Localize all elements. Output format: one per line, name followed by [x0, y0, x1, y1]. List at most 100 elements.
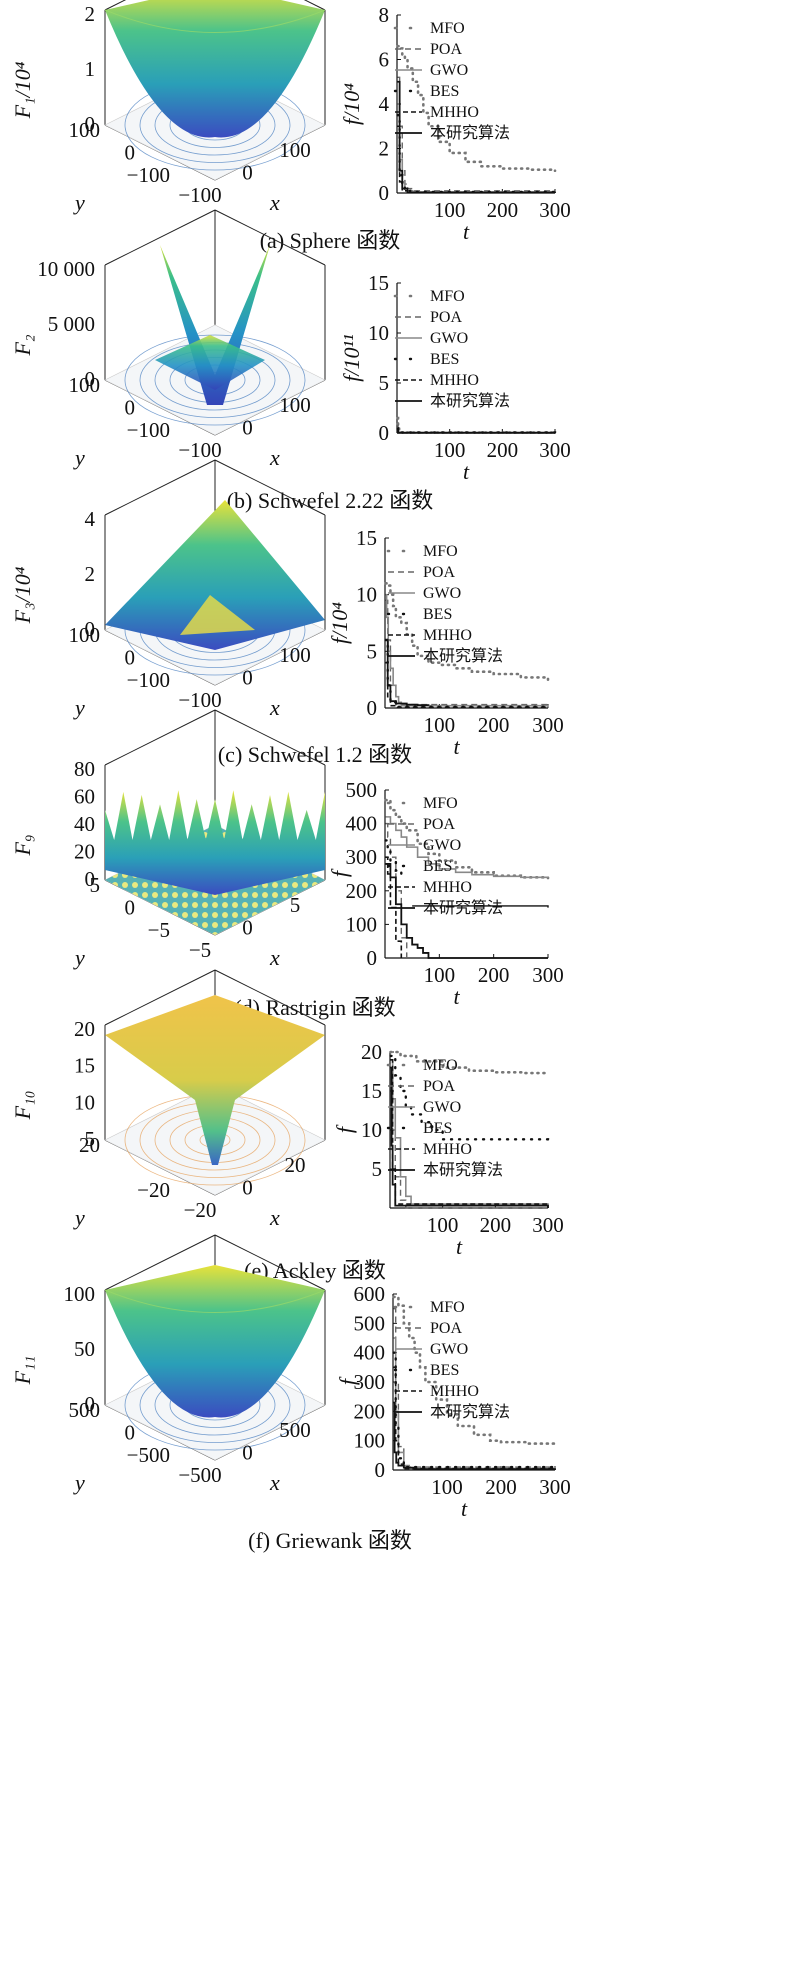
surface-body	[105, 0, 325, 138]
y-tick-label: 300	[346, 845, 378, 869]
y-tick-label: 100	[354, 1429, 386, 1453]
z-tick-label: 0	[85, 112, 96, 136]
panel-caption: (c) Schwefel 1.2 函数	[218, 742, 412, 767]
z-tick-label: 0	[85, 367, 96, 391]
y-axis-label: f	[327, 868, 352, 877]
series-line-1	[385, 822, 408, 958]
y-tick-label: 100	[346, 912, 378, 936]
x-tick-label: −500	[178, 1463, 221, 1487]
series-line-0	[392, 1295, 557, 1446]
y-tick-label: 10	[356, 583, 377, 607]
legend-entry: MHHO	[430, 1383, 479, 1400]
x-axis-label: x	[269, 1470, 280, 1495]
y-tick-label: 600	[354, 1282, 386, 1306]
x-tick-label: 200	[485, 1475, 517, 1499]
convergence-chart-3: 0 100 200 300 400 500 100 200 300 t f MFO POA GWO BES M…	[327, 778, 564, 1009]
y-axis-label: y	[73, 945, 85, 970]
legend-entry: MFO	[430, 20, 465, 37]
y-tick-label: 8	[379, 3, 390, 27]
y-tick-label: 0	[379, 181, 390, 205]
legend-entry: POA	[423, 564, 455, 581]
y-axis-label: y	[73, 190, 85, 215]
box-edge	[214, 209, 326, 266]
convergence-chart-0: 0 2 4 6 8 100 200 300 t f/10⁴ MFO POA GWO BES MHHO 本研究算…	[339, 3, 571, 244]
y-tick-label: 0	[125, 896, 136, 920]
legend-entry: 本研究算法	[423, 898, 503, 917]
legend-entry: POA	[430, 41, 462, 58]
z-tick-label: 100	[64, 1282, 96, 1306]
y-tick-label: 20	[79, 1133, 100, 1157]
legend-entry: GWO	[423, 837, 461, 854]
panel-caption: (b) Schwefel 2.22 函数	[227, 488, 434, 513]
convergence-chart-4: 5 10 15 20 100 200 300 t f MFO POA GWO BES MHHO 本研究算法	[332, 1040, 564, 1259]
series-line-5	[390, 1066, 549, 1208]
x-tick-label: 0	[242, 1176, 253, 1200]
x-axis-label: t	[456, 1234, 463, 1259]
y-tick-label: 4	[379, 92, 390, 116]
y-tick-label: 0	[125, 141, 136, 165]
surface-rim	[104, 1289, 326, 1313]
y-tick-label: 200	[346, 879, 378, 903]
y-tick-label: 10	[368, 321, 389, 345]
y-tick-label: −20	[137, 1178, 170, 1202]
legend-entry: MFO	[430, 1299, 465, 1316]
box-edge	[214, 459, 326, 516]
y-tick-label: 5	[367, 639, 378, 663]
x-tick-label: 0	[242, 666, 253, 690]
surface-peak	[180, 595, 255, 635]
box-edge	[104, 459, 216, 516]
legend-entry: GWO	[423, 1099, 461, 1116]
legend-entry: POA	[430, 309, 462, 326]
series-line-4	[390, 1059, 549, 1208]
y-tick-label: −100	[127, 668, 170, 692]
x-tick-label: 0	[242, 916, 253, 940]
x-tick-label: 0	[242, 161, 253, 185]
series-line-0	[396, 416, 557, 435]
y-tick-label: 5	[379, 371, 390, 395]
box-edge	[214, 709, 326, 766]
z-tick-label: 0	[85, 1392, 96, 1416]
x-tick-label: 100	[434, 198, 466, 222]
z-tick-label: 5	[85, 1127, 96, 1151]
y-tick-label: 5	[372, 1157, 383, 1181]
contour-ring	[124, 334, 306, 426]
y-tick-label: 100	[69, 373, 101, 397]
legend-entry: 本研究算法	[430, 391, 510, 410]
y-axis-label: y	[73, 1470, 85, 1495]
x-tick-label: 100	[279, 643, 311, 667]
legend-entry: BES	[430, 351, 459, 368]
legend-entry: MFO	[430, 288, 465, 305]
z-tick-label: 10 000	[37, 257, 95, 281]
surface-rim	[104, 9, 326, 33]
z-tick-label: 2	[85, 2, 96, 26]
legend-entry: BES	[430, 83, 459, 100]
x-tick-label: −20	[184, 1198, 217, 1222]
surface-inner	[155, 335, 265, 390]
x-tick-label: 100	[424, 713, 456, 737]
surface-body	[105, 995, 325, 1165]
z-axis-label: F₁/10⁴	[10, 61, 35, 119]
legend-entry: GWO	[430, 1341, 468, 1358]
series-line-2	[390, 1059, 549, 1208]
x-tick-label: 100	[279, 138, 311, 162]
x-tick-label: 200	[480, 1213, 512, 1237]
box-edge	[104, 1234, 216, 1291]
box-edge	[104, 709, 216, 766]
x-tick-label: 100	[427, 1213, 459, 1237]
box-edge	[303, 0, 326, 11]
series-line-3	[389, 1054, 550, 1142]
z-tick-label: 0	[85, 617, 96, 641]
y-tick-label: 15	[361, 1079, 382, 1103]
x-tick-label: 200	[487, 198, 519, 222]
box-edge	[104, 209, 216, 266]
z-tick-label: 2	[85, 562, 96, 586]
legend-entry: MHHO	[430, 104, 479, 121]
z-tick-label: 80	[74, 757, 95, 781]
legend-entry: MHHO	[423, 1141, 472, 1158]
legend-entry: MHHO	[430, 372, 479, 389]
legend-entry: 本研究算法	[430, 1402, 510, 1421]
y-tick-label: 500	[354, 1311, 386, 1335]
